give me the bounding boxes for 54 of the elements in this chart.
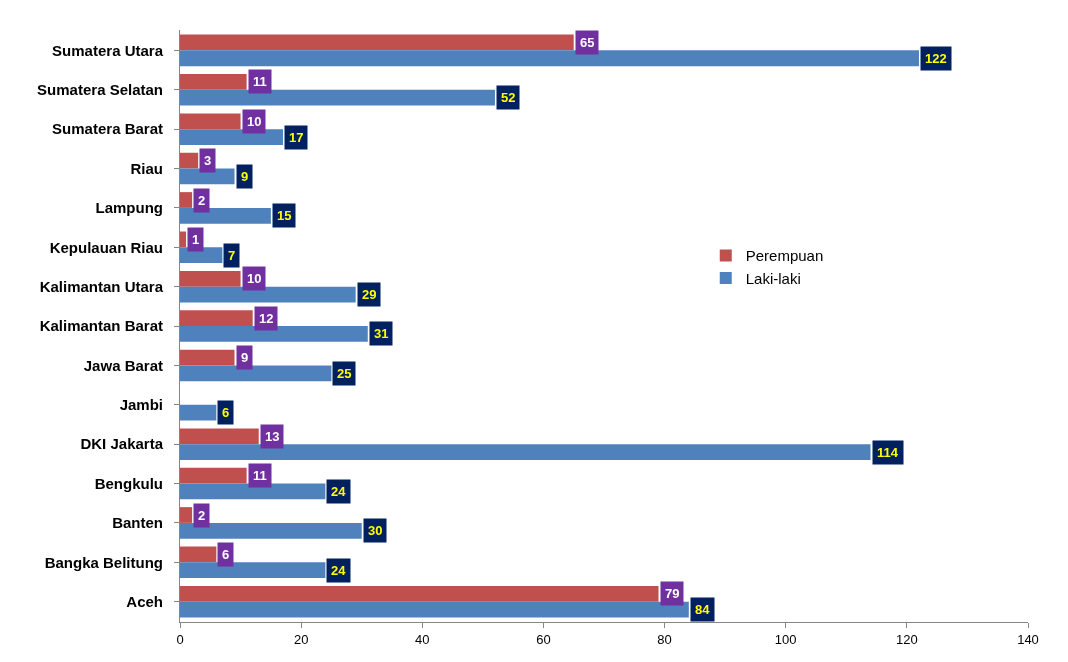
y-tick-label: DKI Jakarta [80, 435, 164, 453]
y-tick-label: Banten [112, 514, 163, 532]
data-label: 10 [247, 114, 262, 129]
y-tick-label: Bangka Belitung [44, 553, 163, 571]
data-label: 3 [204, 153, 212, 168]
data-label: 24 [331, 484, 347, 499]
data-label: 30 [368, 523, 383, 538]
y-tick-label: Jambi [119, 396, 163, 413]
y-tick-label: Aceh [126, 592, 163, 610]
data-label: 25 [337, 366, 352, 381]
y-tick-label: Sumatera Barat [52, 120, 163, 138]
data-label: 29 [362, 287, 377, 302]
x-tick-label: 40 [415, 631, 430, 647]
legend-label: Perempuan [745, 247, 824, 265]
y-tick-label: Bengkulu [94, 474, 163, 492]
data-label: 6 [222, 547, 230, 562]
data-label: 2 [198, 508, 206, 523]
data-label: 9 [241, 350, 249, 365]
x-tick-label: 120 [896, 631, 918, 647]
data-label: 9 [241, 169, 249, 184]
y-tick-label: Kalimantan Utara [39, 277, 164, 295]
y-tick-label: Kepulauan Riau [49, 238, 163, 256]
data-label: 114 [877, 445, 899, 460]
data-label: 52 [501, 90, 516, 105]
y-tick-label: Jawa Barat [83, 356, 163, 374]
x-tick-label: 140 [1017, 631, 1039, 647]
data-label: 24 [331, 563, 347, 578]
data-label: 12 [259, 311, 274, 326]
data-label: 11 [253, 74, 267, 89]
data-label: 10 [247, 271, 262, 286]
legend-label: Laki-laki [745, 269, 801, 287]
data-label: 6 [222, 405, 230, 420]
data-label: 2 [198, 193, 206, 208]
data-label: 31 [374, 326, 389, 341]
x-tick-label: 0 [176, 631, 184, 647]
data-label: 13 [265, 429, 280, 444]
data-label: 1 [192, 232, 200, 247]
y-tick-label: Lampung [95, 199, 163, 217]
y-tick-label: Sumatera Selatan [37, 81, 163, 98]
data-label: 79 [665, 586, 680, 601]
data-label: 15 [277, 208, 292, 223]
data-label: 7 [228, 248, 236, 263]
data-label: 65 [580, 35, 595, 50]
data-label: 84 [695, 602, 711, 617]
y-tick-label: Sumatera Utara [52, 41, 164, 59]
y-tick-label: Kalimantan Barat [39, 317, 163, 335]
data-label: 122 [925, 51, 947, 66]
y-tick-label: Riau [130, 159, 163, 177]
x-tick-label: 100 [774, 631, 797, 647]
x-tick-label: 60 [536, 631, 551, 647]
x-tick-label: 80 [657, 631, 672, 647]
x-tick-label: 20 [293, 631, 309, 647]
data-label: 17 [289, 130, 304, 145]
data-label: 11 [253, 468, 267, 483]
